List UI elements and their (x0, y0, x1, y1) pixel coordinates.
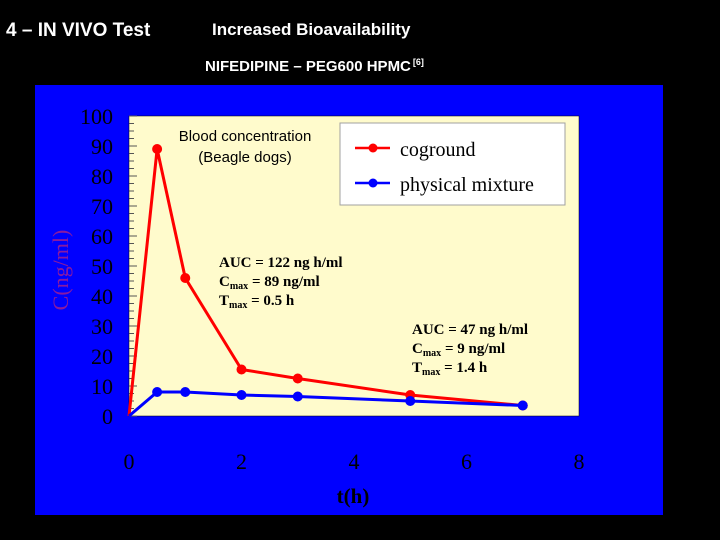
tmax-subscript: max (422, 367, 440, 378)
legend-marker-physical-mixture (368, 178, 378, 188)
cmax-subscript: max (230, 281, 248, 292)
series-layer (127, 144, 528, 418)
annotation-physical-mixture: AUC = 47 ng h/ml Cmax = 9 ng/ml Tmax = 1… (412, 322, 528, 378)
x-tick-label: 2 (236, 449, 247, 474)
x-tick-label: 8 (574, 449, 585, 474)
slide-title: 4 – IN VIVO Test (6, 20, 151, 41)
data-point-coground (180, 273, 191, 283)
legend-box (339, 122, 566, 206)
data-point-physical-mixture (236, 390, 247, 400)
x-axis-tick-labels: 0 2 4 6 8 (124, 449, 585, 474)
y-tick-label: 90 (91, 134, 113, 159)
tmax-value: = 1.4 h (440, 360, 488, 376)
cmax-value: = 89 ng/ml (248, 274, 319, 290)
data-point-coground (236, 364, 247, 375)
tmax-symbol: T (412, 360, 422, 376)
data-point-physical-mixture (180, 387, 191, 397)
cmax-subscript: max (423, 348, 441, 359)
x-tick-label: 4 (349, 449, 360, 474)
legend-label-physical-mixture: physical mixture (400, 174, 534, 196)
slide-subtitle: Increased Bioavailability (212, 20, 411, 39)
y-tick-label: 30 (91, 314, 113, 339)
legend-marker-coground (368, 143, 378, 153)
data-point-coground (292, 373, 303, 384)
y-tick-label: 0 (102, 404, 113, 429)
data-point-physical-mixture (517, 400, 528, 411)
annotation-physical-mixture-auc: AUC = 47 ng h/ml (412, 322, 528, 338)
legend: coground physical mixture (339, 122, 566, 206)
annotation-coground-tmax: Tmax = 0.5 h (219, 293, 295, 311)
y-tick-label: 60 (91, 224, 113, 249)
cmax-symbol: C (219, 274, 230, 290)
heading-text: NIFEDIPINE – PEG600 HPMC (205, 58, 411, 75)
annotation-coground: AUC = 122 ng h/ml Cmax = 89 ng/ml Tmax =… (219, 255, 343, 311)
data-point-coground (152, 144, 163, 154)
inset-label-line-1: Blood concentration (179, 128, 312, 145)
y-axis-label: C(ng/ml) (48, 230, 73, 311)
cmax-value: = 9 ng/ml (441, 341, 505, 357)
y-tick-label: 20 (91, 344, 113, 369)
cmax-symbol: C (412, 341, 423, 357)
data-point-physical-mixture (152, 387, 163, 397)
x-axis-label: t(h) (337, 484, 370, 508)
annotation-physical-mixture-cmax: Cmax = 9 ng/ml (412, 341, 505, 359)
annotation-coground-auc: AUC = 122 ng h/ml (219, 255, 343, 271)
y-tick-label: 50 (91, 254, 113, 279)
tmax-symbol: T (219, 293, 229, 309)
tmax-value: = 0.5 h (247, 293, 295, 309)
annotation-coground-cmax: Cmax = 89 ng/ml (219, 274, 320, 292)
x-tick-label: 6 (461, 449, 472, 474)
concentration-time-chart: 0 10 20 30 40 50 60 70 80 90 100 0 2 4 6 8 C(ng/ml) t(… (48, 104, 585, 508)
data-point-physical-mixture (292, 391, 303, 402)
tmax-subscript: max (229, 300, 247, 311)
y-tick-label: 10 (91, 374, 113, 399)
slide-heading: NIFEDIPINE – PEG600 HPMC [6] (205, 57, 424, 75)
chart-panel: 0 10 20 30 40 50 60 70 80 90 100 0 2 4 6 8 C(ng/ml) t(… (35, 85, 663, 515)
x-tick-label: 0 (124, 449, 135, 474)
inset-label-line-2: (Beagle dogs) (198, 149, 291, 166)
y-tick-label: 40 (91, 284, 113, 309)
legend-label-coground: coground (400, 139, 476, 161)
y-axis-tick-labels: 0 10 20 30 40 50 60 70 80 90 100 (80, 104, 113, 429)
y-tick-label: 100 (80, 104, 113, 129)
annotation-physical-mixture-tmax: Tmax = 1.4 h (412, 360, 488, 378)
y-tick-label: 80 (91, 164, 113, 189)
y-tick-label: 70 (91, 194, 113, 219)
heading-reference: [6] (412, 57, 424, 67)
data-point-physical-mixture (405, 396, 416, 406)
